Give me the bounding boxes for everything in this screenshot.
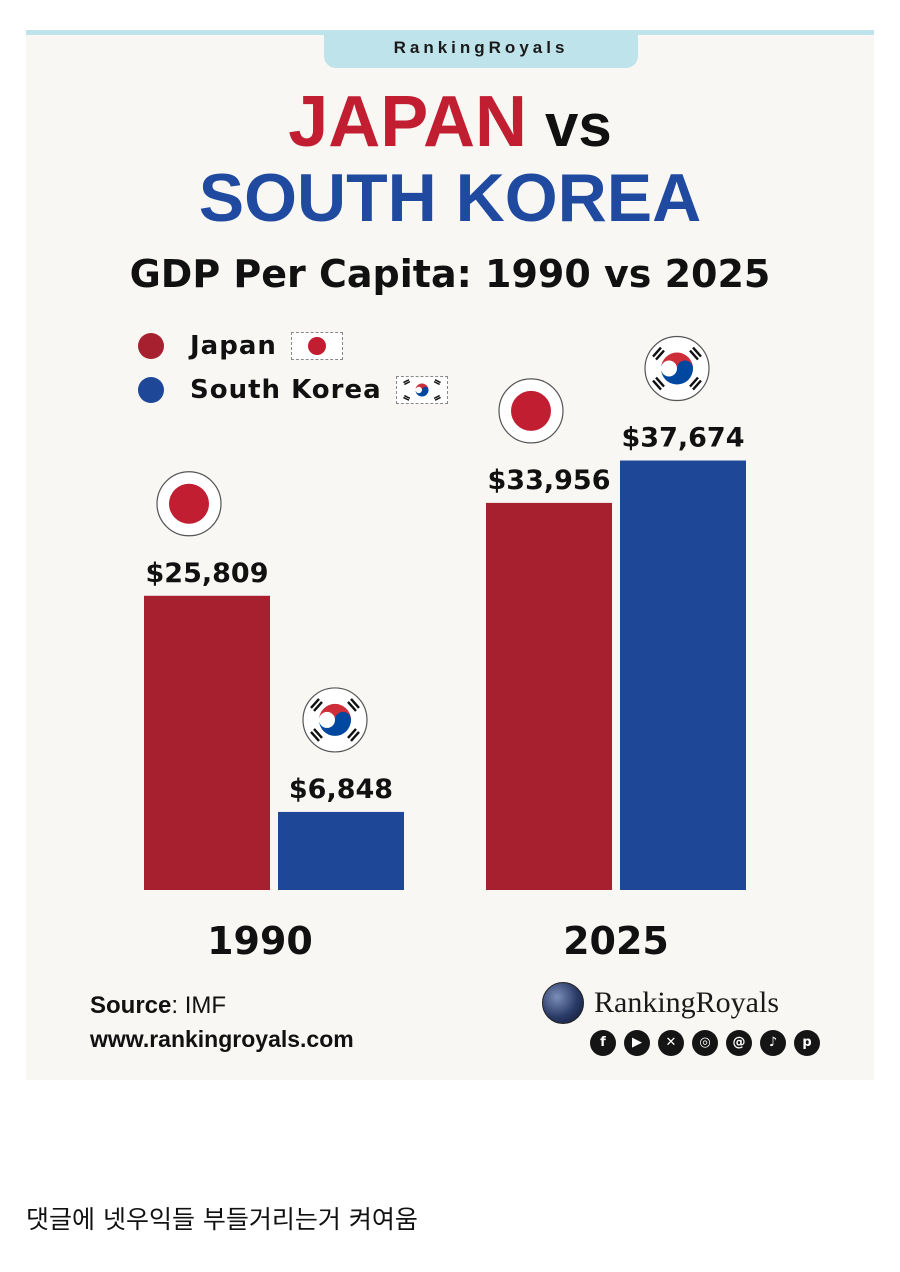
instagram-icon[interactable]: ◎ [692, 1030, 718, 1056]
bar-chart: $25,809 $6,848 1990 $33,956 $37,674 2025 [144, 335, 746, 963]
brand-tab: RankingRoyals [324, 30, 638, 68]
post-caption: 댓글에 넷우익들 부들거리는거 켜여움 [26, 1205, 418, 1234]
facebook-icon[interactable]: f [590, 1030, 616, 1056]
brand-logo: RankingRoyals [542, 982, 779, 1024]
bar-japan-2025 [486, 502, 612, 890]
south-korea-flag-badge-icon [301, 686, 369, 754]
japan-flag-icon [290, 332, 343, 360]
legend-label-south-korea: South Korea [190, 375, 382, 405]
social-icons: f ▶ ✕ ◎ @ ♪ p [590, 1030, 820, 1056]
category-label-1990: 1990 [207, 919, 313, 963]
tiktok-icon[interactable]: ♪ [760, 1030, 786, 1056]
bar-japan-1990 [144, 595, 270, 890]
bar-south-korea-1990 [278, 811, 404, 890]
headline-japan: JAPAN [288, 82, 527, 162]
legend-swatch-south-korea [138, 377, 164, 403]
data-label-japan-1990: $25,809 [146, 558, 269, 589]
south-korea-flag-badge-icon [643, 335, 711, 402]
data-label-south-korea-1990: $6,848 [289, 774, 393, 805]
chart-title: GDP Per Capita: 1990 vs 2025 [129, 252, 771, 296]
infographic-card: RankingRoyals JAPAN vs SOUTH KOREA GDP Pe… [26, 30, 874, 1080]
legend-south-korea: South Korea [138, 372, 448, 408]
source-label: Source [90, 992, 172, 1019]
category-label-2025: 2025 [563, 919, 669, 963]
headline-line1: JAPAN vs [26, 82, 874, 166]
headline-south-korea: SOUTH KOREA [198, 160, 702, 236]
legend-swatch-japan [138, 333, 164, 359]
japan-flag-badge-icon [498, 378, 564, 444]
japan-flag-badge-icon [156, 471, 222, 537]
source-value: : IMF [171, 992, 227, 1019]
headline-vs: vs [544, 92, 612, 159]
data-label-south-korea-2025: $37,674 [622, 423, 745, 454]
legend-japan: Japan [138, 328, 343, 364]
website-url: www.rankingroyals.com [90, 1026, 354, 1052]
source-note: Source: IMF [90, 992, 226, 1020]
logo-text: RankingRoyals [594, 986, 779, 1019]
youtube-icon[interactable]: ▶ [624, 1030, 650, 1056]
bar-south-korea-2025 [620, 460, 746, 890]
x-icon[interactable]: ✕ [658, 1030, 684, 1056]
south-korea-flag-icon [395, 376, 448, 404]
legend-label-japan: Japan [190, 331, 277, 361]
data-label-japan-2025: $33,956 [488, 465, 611, 496]
globe-logo-icon [542, 982, 584, 1024]
threads-icon[interactable]: @ [726, 1030, 752, 1056]
pinterest-icon[interactable]: p [794, 1030, 820, 1056]
